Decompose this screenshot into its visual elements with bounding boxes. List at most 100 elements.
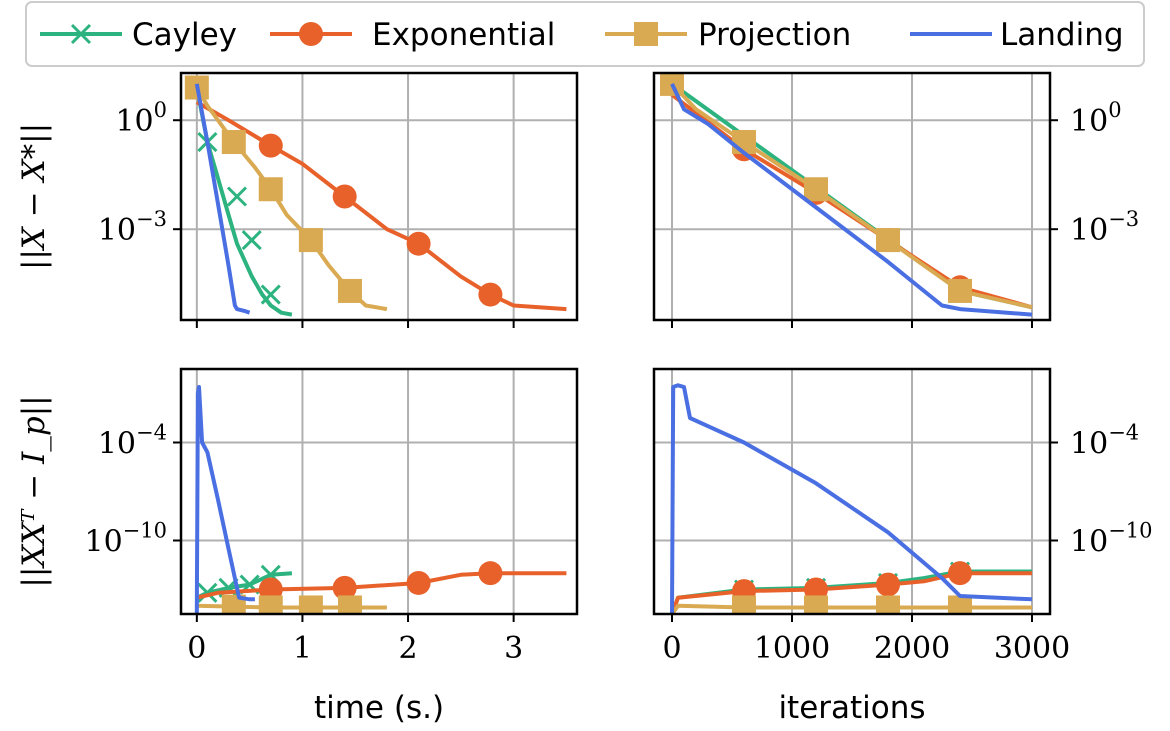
y-tick-label: 10−3 — [1070, 207, 1139, 248]
marker-projection — [221, 130, 246, 155]
y-tick-label: 10−3 — [98, 207, 167, 248]
series-line-cayley — [194, 87, 293, 317]
marker-cayley-stroke — [197, 582, 218, 603]
y-tick-exponent: −10 — [123, 519, 167, 543]
legend-frame — [25, 1, 1145, 67]
y-tick-label: 100 — [1070, 98, 1122, 139]
y-tick-base: 10 — [115, 104, 153, 139]
marker-cayley-stroke — [226, 186, 248, 207]
legend: Cayley Exponential Projection Landing — [25, 1, 1145, 67]
y-tick-base: 10 — [98, 213, 136, 248]
y-tick-exponent: 0 — [1108, 98, 1121, 122]
y-tick-label: 10−4 — [98, 421, 167, 462]
marker-exponential — [332, 184, 357, 209]
series-line-landing — [670, 383, 1033, 614]
marker-exponential — [406, 231, 431, 256]
y-tick-exponent: −10 — [1108, 519, 1152, 543]
axes-frame — [179, 71, 579, 322]
marker-projection — [298, 595, 323, 614]
series-line-exponential — [670, 93, 1033, 310]
series-group — [184, 75, 567, 317]
series-line-projection — [670, 82, 1033, 310]
series-line-landing — [194, 385, 255, 614]
x-tick-label: 0 — [662, 631, 681, 666]
legend-marker-cayley — [70, 23, 92, 45]
series-group — [660, 73, 1033, 317]
marker-exponential — [478, 282, 503, 307]
legend-entry-exponential: Exponential — [270, 17, 555, 53]
marker-cayley — [260, 284, 281, 305]
legend-label-cayley: Cayley — [132, 17, 237, 53]
legend-entry-projection: Projection — [605, 17, 851, 53]
marker-projection — [732, 595, 756, 614]
marker-exponential — [948, 561, 972, 586]
x-tick-label: 2000 — [874, 631, 950, 666]
legend-label-projection: Projection — [698, 17, 851, 53]
axes-frame — [652, 71, 1052, 322]
marker-projection — [876, 595, 900, 614]
marker-cayley — [197, 582, 218, 603]
y-tick-base: 10 — [1070, 213, 1108, 248]
marker-cayley — [226, 186, 248, 207]
marker-cayley — [241, 230, 262, 251]
y-axis-label: ||XXᵀ − I_p|| — [16, 395, 52, 587]
marker-exponential — [258, 133, 283, 158]
marker-projection — [337, 595, 362, 614]
marker-exponential — [406, 570, 431, 595]
marker-projection — [298, 228, 323, 253]
marker-projection — [948, 595, 972, 614]
legend-marker-cayley-stroke — [70, 23, 92, 45]
y-tick-label: 10−4 — [1070, 421, 1139, 462]
series-group — [670, 383, 1033, 614]
y-tick-base: 10 — [1070, 525, 1108, 560]
x-axis-label: iterations — [778, 690, 925, 726]
x-tick-label: 1 — [293, 631, 312, 666]
marker-cayley-stroke — [260, 284, 281, 305]
marker-projection — [258, 177, 283, 202]
y-axis-label: ||X − X*|| — [16, 123, 52, 270]
series-line-landing — [194, 83, 251, 315]
y-tick-label: 10−10 — [1070, 519, 1153, 560]
marker-cayley-stroke — [241, 230, 262, 251]
x-tick-label: 1000 — [754, 631, 830, 666]
y-tick-exponent: −3 — [1108, 207, 1139, 231]
legend-entry-cayley: Cayley — [40, 17, 237, 53]
x-tick-label: 3000 — [994, 631, 1070, 666]
legend-marker-projection — [634, 22, 658, 46]
x-axis-label: time (s.) — [314, 690, 444, 726]
series-line-landing — [670, 83, 1033, 317]
axes-frame — [652, 367, 1052, 616]
marker-projection — [337, 278, 362, 303]
y-tick-base: 10 — [84, 525, 122, 560]
x-tick-label: 0 — [187, 631, 206, 666]
y-tick-exponent: −4 — [136, 421, 167, 445]
marker-projection — [258, 595, 283, 614]
legend-label-landing: Landing — [1000, 17, 1124, 53]
x-tick-label: 3 — [504, 631, 523, 666]
y-tick-exponent: −3 — [136, 207, 167, 231]
marker-exponential — [332, 575, 357, 600]
series-line-cayley — [670, 82, 1033, 310]
x-tick-label: 2 — [398, 631, 417, 666]
legend-label-exponential: Exponential — [372, 17, 555, 53]
marker-projection — [948, 278, 972, 303]
y-tick-base: 10 — [1070, 427, 1108, 462]
series-group — [194, 385, 567, 614]
y-tick-base: 10 — [1070, 104, 1108, 139]
marker-exponential — [478, 561, 503, 586]
marker-projection — [732, 130, 756, 155]
y-tick-exponent: −4 — [1108, 421, 1139, 445]
marker-projection — [876, 228, 900, 253]
legend-marker-exponential — [299, 22, 323, 46]
y-tick-label: 10−10 — [84, 519, 167, 560]
y-tick-label: 100 — [115, 98, 167, 139]
marker-projection — [804, 177, 828, 202]
marker-exponential — [876, 572, 900, 597]
axes-frame — [179, 367, 579, 616]
